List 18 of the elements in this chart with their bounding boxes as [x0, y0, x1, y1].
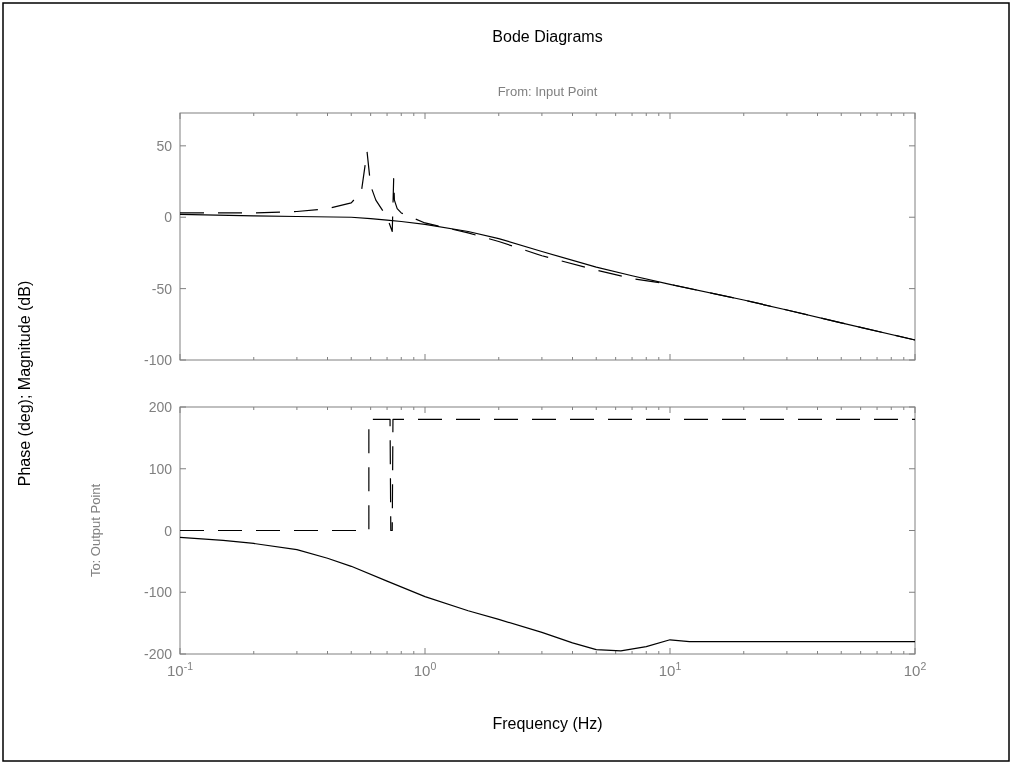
y-tick-label: 0 [164, 522, 173, 539]
x-tick-label: 10$^{1}$ [658, 660, 682, 679]
y-tick-label: -50 [151, 280, 173, 297]
y-axis-title: To: Output Point [88, 483, 103, 578]
x-tick-label: 10$^{2}$ [903, 660, 927, 679]
y-tick-label: 0 [164, 209, 173, 226]
x-axis-title: Frequency (Hz) [492, 715, 603, 732]
x-tick-label: 10$^{0}$ [413, 660, 437, 679]
y-tick-label: 200 [148, 399, 173, 415]
chart-subtitle: From: Input Point [497, 84, 598, 99]
y-tick-label: -100 [143, 352, 173, 368]
chart-title: Bode Diagrams [492, 28, 603, 45]
x-tick-label: 10$^{-1}$ [166, 660, 194, 679]
y-tick-label: 50 [156, 137, 173, 154]
y-tick-label: 100 [148, 460, 173, 477]
y-tick-label: -100 [143, 584, 173, 601]
y-tick-label: -200 [143, 646, 173, 662]
y-axis-title: Phase (deg); Magnitude (dB) [16, 280, 33, 487]
